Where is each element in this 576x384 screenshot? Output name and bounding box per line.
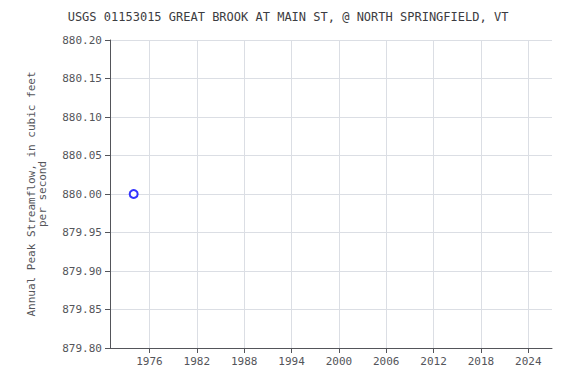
svg-text:2000: 2000 (326, 355, 353, 368)
svg-text:Annual Peak Streamflow, in cub: Annual Peak Streamflow, in cubic feet (25, 71, 38, 317)
svg-text:1988: 1988 (231, 355, 257, 368)
svg-text:879.80: 879.80 (62, 342, 102, 355)
svg-text:879.90: 879.90 (62, 265, 102, 278)
svg-text:2012: 2012 (420, 355, 447, 368)
svg-text:USGS 01153015 GREAT BROOK AT M: USGS 01153015 GREAT BROOK AT MAIN ST, @ … (68, 10, 509, 24)
svg-text:1976: 1976 (136, 355, 163, 368)
svg-text:879.95: 879.95 (62, 226, 102, 239)
svg-text:880.00: 880.00 (62, 188, 102, 201)
svg-text:per second: per second (36, 161, 49, 227)
svg-text:880.15: 880.15 (62, 72, 102, 85)
svg-text:1994: 1994 (278, 355, 305, 368)
svg-text:880.20: 880.20 (62, 34, 102, 47)
svg-text:880.10: 880.10 (62, 111, 102, 124)
svg-text:2024: 2024 (515, 355, 542, 368)
svg-text:879.85: 879.85 (62, 303, 102, 316)
svg-text:1982: 1982 (184, 355, 211, 368)
svg-text:2006: 2006 (373, 355, 400, 368)
svg-text:880.05: 880.05 (62, 149, 102, 162)
svg-text:2018: 2018 (468, 355, 495, 368)
